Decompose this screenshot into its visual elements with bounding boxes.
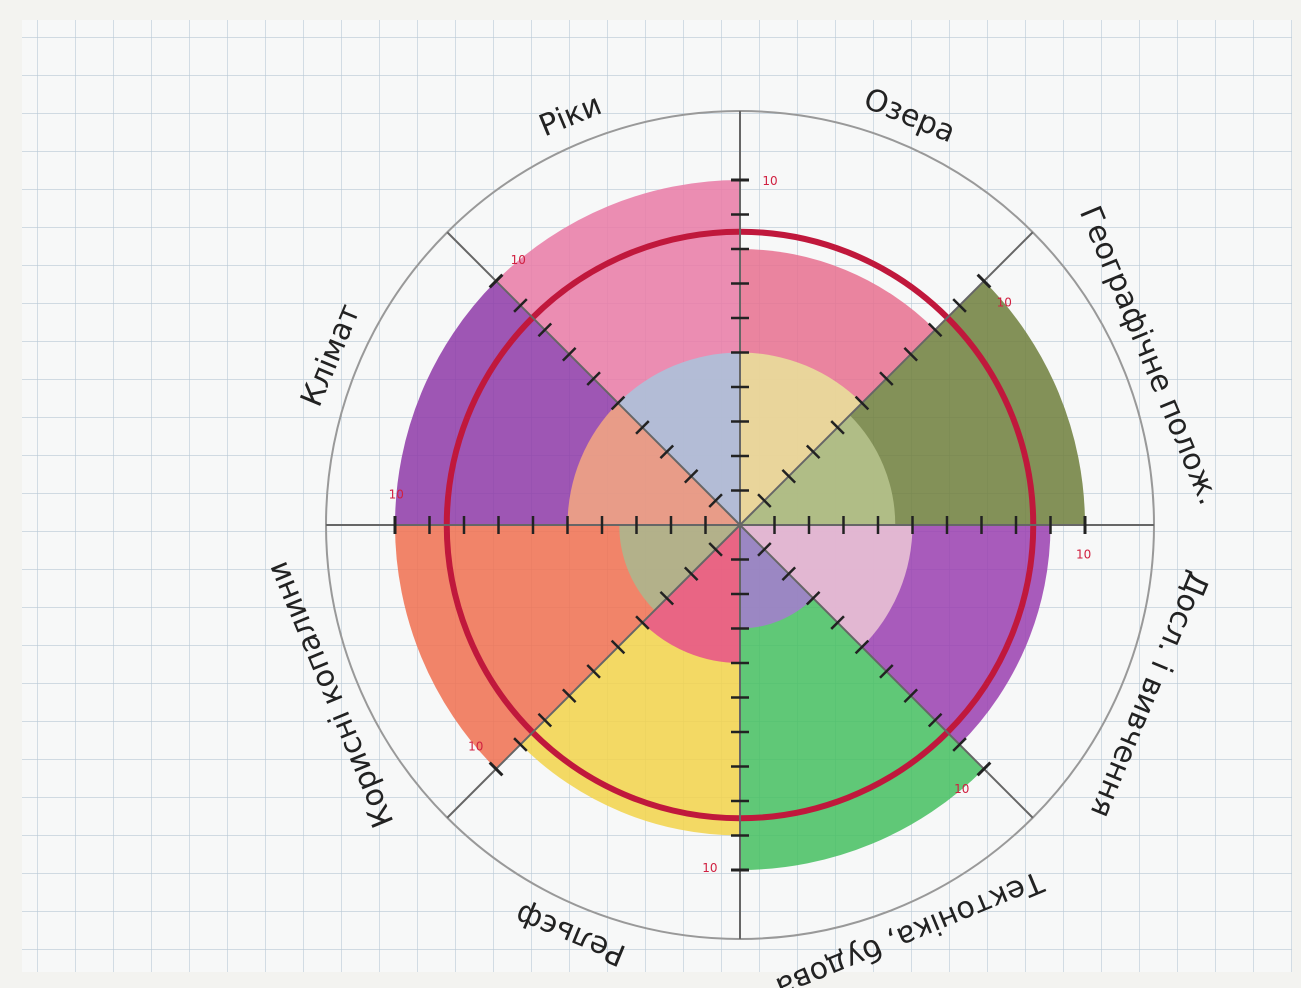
tick-mark [903,688,919,704]
tick-mark [976,761,992,777]
tick-mark [610,395,626,411]
tick-mark [488,273,504,289]
tick-mark [610,639,626,655]
tick-mark [879,664,894,679]
tick-mark [805,444,821,460]
tick-mark [586,664,601,679]
tick-mark [635,615,650,630]
tick-mark [659,444,675,460]
tick-label: 10 [702,861,717,875]
sector [740,415,896,525]
tick-mark [537,712,553,728]
tick-mark [976,273,992,289]
tick-label: 10 [997,296,1012,310]
tick-mark [854,395,870,411]
tick-label: 10 [511,253,526,267]
tick-mark [708,542,723,557]
tick-mark [513,298,528,313]
tick-mark [830,420,845,435]
sector [618,352,740,525]
tick-mark [781,566,797,582]
tick-label: 10 [468,739,483,753]
tick-mark [659,590,675,606]
tick-mark [854,639,870,655]
tick-label: 10 [954,782,969,796]
tick-mark [781,468,797,484]
sector [740,352,862,525]
sector [740,525,984,871]
tick-mark [488,761,504,777]
sector [740,525,913,647]
tick-label: 10 [1076,548,1091,562]
tick-mark [927,322,943,338]
tick-mark [708,493,723,508]
tick-mark [635,420,650,435]
tick-mark [757,493,772,508]
tick-mark [586,371,601,386]
tick-mark [561,688,577,704]
tick-mark [757,542,772,557]
tick-mark [879,371,894,386]
tick-label: 10 [389,487,404,501]
tick-mark [561,346,577,362]
tick-mark [805,590,821,606]
tick-mark [952,737,967,752]
tick-label: 10 [762,174,777,188]
tick-mark [683,566,699,582]
tick-mark [927,712,943,728]
sector [567,403,740,525]
sector [642,525,740,663]
sector [619,525,740,611]
sector [740,525,814,629]
tick-mark [952,298,967,313]
tick-mark [683,468,699,484]
tick-mark [537,322,553,338]
tick-mark [903,346,919,362]
tick-mark [830,615,845,630]
tick-mark [513,737,528,752]
